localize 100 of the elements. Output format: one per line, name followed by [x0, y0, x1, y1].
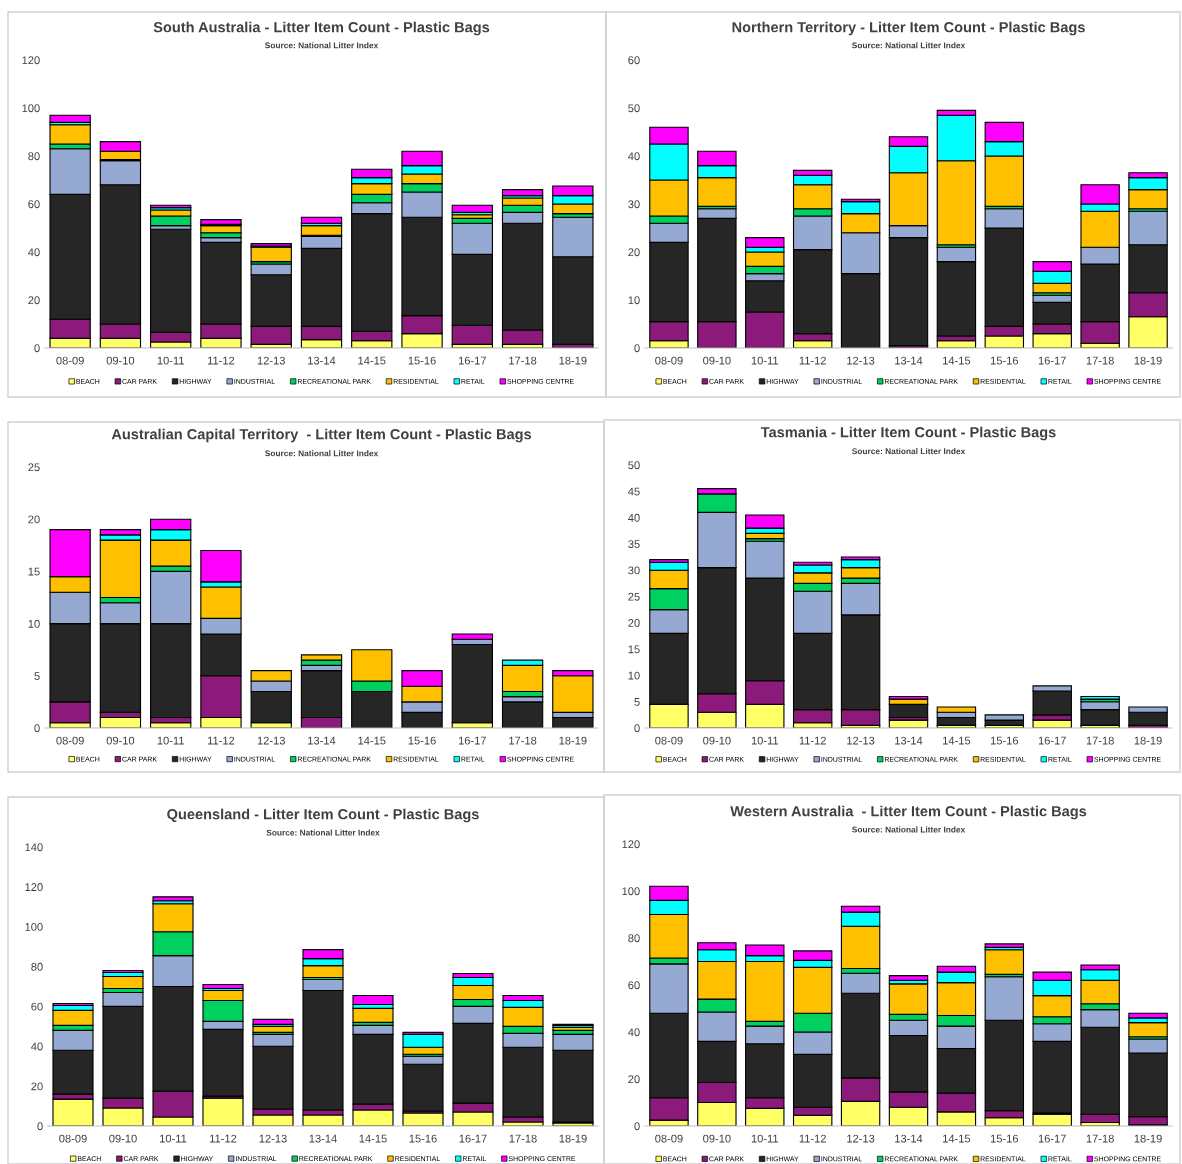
x-tick-label: 11-12	[799, 736, 826, 745]
y-tick-label: 20	[628, 619, 640, 627]
x-tick-label: 12-13	[847, 736, 875, 745]
y-tick-label: 50	[628, 461, 640, 470]
y-tick-label: 20	[628, 1075, 640, 1084]
x-tick-label: 17-18	[509, 736, 537, 745]
x-tick-label: 18-19	[559, 1134, 587, 1143]
x-tick-label: 15-16	[990, 356, 1019, 365]
y-tick-label: 40	[31, 1042, 43, 1051]
chart-title: Western Australia - Litter Item Count - Plastic Bags	[730, 805, 1087, 820]
x-tick-label: 11-12	[210, 1134, 237, 1143]
y-tick-label: 10	[628, 671, 640, 680]
chart-subtitle: Source: National Litter Index	[266, 829, 380, 836]
x-tick-label: 18-19	[1134, 1134, 1162, 1143]
y-tick-label: 0	[37, 1122, 43, 1131]
x-tick-label: 11-12	[208, 356, 235, 365]
x-tick-label: 11-12	[208, 736, 235, 745]
y-tick-label: 20	[28, 515, 40, 524]
y-tick-label: 40	[628, 1028, 640, 1037]
x-tick-label: 13-14	[308, 736, 336, 745]
y-tick-label: 40	[628, 152, 640, 161]
x-tick-label: 14-15	[359, 1134, 387, 1143]
x-tick-label: 16-17	[459, 1134, 487, 1143]
chart-title: Queensland - Litter Item Count - Plastic Bags	[167, 808, 479, 823]
y-tick-label: 0	[634, 1122, 640, 1131]
x-tick-label: 14-15	[943, 356, 971, 365]
y-tick-label: 10	[628, 296, 640, 305]
y-tick-label: 0	[634, 724, 640, 733]
y-tick-label: 45	[628, 487, 640, 496]
x-tick-label: 12-13	[259, 1134, 287, 1143]
y-tick-label: 50	[628, 104, 640, 113]
x-tick-label: 09-10	[703, 736, 731, 745]
x-tick-label: 10-11	[751, 1134, 779, 1143]
y-tick-label: 30	[628, 200, 640, 209]
x-tick-label: 08-09	[56, 356, 84, 365]
y-tick-label: 35	[628, 540, 640, 549]
chart-subtitle: Source: National Litter Index	[852, 42, 966, 49]
x-tick-label: 16-17	[458, 736, 486, 745]
x-tick-label: 16-17	[1038, 356, 1066, 365]
x-tick-label: 09-10	[106, 356, 135, 365]
x-tick-label: 08-09	[655, 356, 683, 365]
x-tick-label: 09-10	[109, 1134, 137, 1143]
x-tick-label: 13-14	[308, 356, 336, 365]
x-tick-label: 12-13	[847, 1134, 875, 1143]
chart-subtitle: Source: National Litter Index	[265, 450, 379, 457]
y-tick-label: 5	[34, 672, 40, 680]
y-tick-label: 120	[622, 840, 640, 849]
x-tick-label: 14-15	[943, 736, 971, 745]
x-tick-label: 08-09	[59, 1134, 87, 1143]
x-tick-label: 17-18	[509, 356, 537, 365]
y-tick-label: 30	[628, 566, 640, 575]
x-tick-label: 18-19	[559, 736, 587, 745]
x-tick-label: 13-14	[895, 1134, 923, 1143]
x-tick-label: 18-19	[559, 356, 587, 365]
x-tick-label: 10-11	[157, 356, 184, 365]
x-tick-label: 15-16	[408, 736, 436, 745]
y-tick-label: 0	[34, 724, 40, 733]
x-tick-label: 15-16	[409, 1134, 437, 1143]
y-tick-label: 0	[634, 344, 640, 353]
chart-subtitle: Source: National Litter Index	[852, 448, 966, 455]
y-tick-label: 100	[622, 887, 640, 896]
y-tick-label: 60	[628, 56, 640, 65]
x-tick-label: 11-12	[799, 356, 826, 365]
x-tick-label: 17-18	[1086, 1134, 1114, 1143]
x-tick-label: 14-15	[358, 356, 386, 365]
x-tick-label: 10-11	[751, 736, 779, 745]
x-tick-label: 10-11	[157, 736, 184, 745]
chart-subtitle: Source: National Litter Index	[852, 826, 966, 833]
y-tick-label: 120	[22, 56, 40, 65]
y-tick-label: 60	[28, 200, 40, 209]
chart-title: South Australia - Litter Item Count - Plastic Bags	[153, 21, 490, 36]
x-tick-label: 12-13	[847, 356, 875, 365]
y-tick-label: 80	[31, 962, 43, 971]
x-tick-label: 13-14	[309, 1134, 337, 1143]
x-tick-label: 18-19	[1134, 736, 1162, 745]
x-tick-label: 09-10	[703, 1134, 731, 1143]
y-tick-label: 5	[634, 698, 640, 706]
x-tick-label: 17-18	[1086, 736, 1114, 745]
chart-subtitle: Source: National Litter Index	[265, 42, 379, 49]
x-tick-label: 13-14	[895, 736, 923, 745]
x-tick-label: 14-15	[943, 1134, 971, 1143]
y-tick-label: 40	[28, 248, 40, 257]
y-tick-label: 120	[25, 883, 43, 891]
chart-title: Australian Capital Territory - Litter Item Count - Plastic Bags	[111, 428, 532, 443]
y-tick-label: 140	[25, 843, 43, 852]
x-tick-label: 11-12	[799, 1134, 826, 1143]
x-tick-label: 17-18	[509, 1134, 537, 1143]
x-tick-label: 16-17	[458, 356, 486, 365]
y-tick-label: 15	[28, 567, 40, 576]
y-tick-label: 10	[28, 619, 40, 628]
x-tick-label: 16-17	[1038, 736, 1066, 745]
x-tick-label: 09-10	[703, 356, 731, 365]
x-tick-label: 12-13	[257, 356, 285, 365]
y-tick-label: 25	[28, 463, 40, 472]
y-tick-label: 25	[628, 592, 640, 601]
x-tick-label: 15-16	[990, 736, 1019, 745]
y-tick-label: 15	[628, 645, 640, 654]
y-tick-label: 100	[22, 104, 40, 113]
x-tick-label: 12-13	[257, 736, 285, 745]
y-tick-label: 60	[628, 981, 640, 990]
